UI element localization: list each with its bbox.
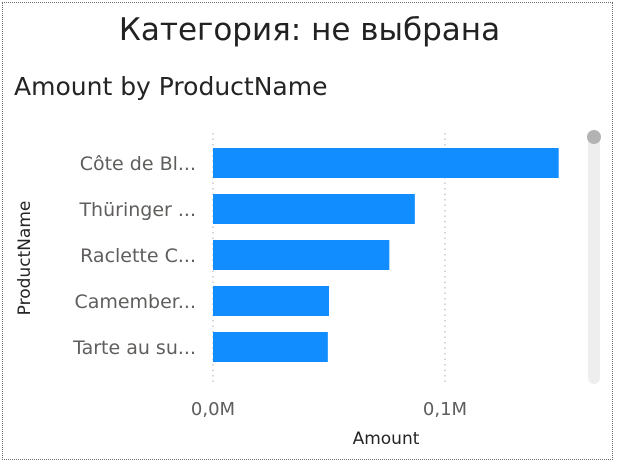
y-category-label: Côte de Bl... — [80, 153, 196, 175]
x-axis-title: Amount — [353, 429, 420, 449]
chart-title: Amount by ProductName — [14, 72, 328, 101]
y-axis-title: ProductName — [15, 201, 35, 316]
x-tick-label: 0,1M — [423, 399, 467, 420]
bar[interactable] — [213, 286, 329, 316]
chart-scrollbar-track[interactable] — [588, 131, 600, 384]
y-category-label: Camember... — [74, 291, 196, 313]
bar[interactable] — [213, 148, 559, 178]
y-category-label: Tarte au su... — [72, 337, 196, 359]
bar[interactable] — [213, 240, 390, 270]
bar[interactable] — [213, 194, 415, 224]
visual-frame — [2, 2, 613, 460]
chart-scrollbar-thumb[interactable] — [587, 130, 601, 144]
x-tick-label: 0,0M — [191, 399, 235, 420]
category-header: Категория: не выбрана — [118, 12, 501, 48]
bar[interactable] — [213, 332, 328, 362]
y-category-label: Raclette C... — [80, 245, 196, 267]
y-category-label: Thüringer ... — [78, 199, 196, 221]
